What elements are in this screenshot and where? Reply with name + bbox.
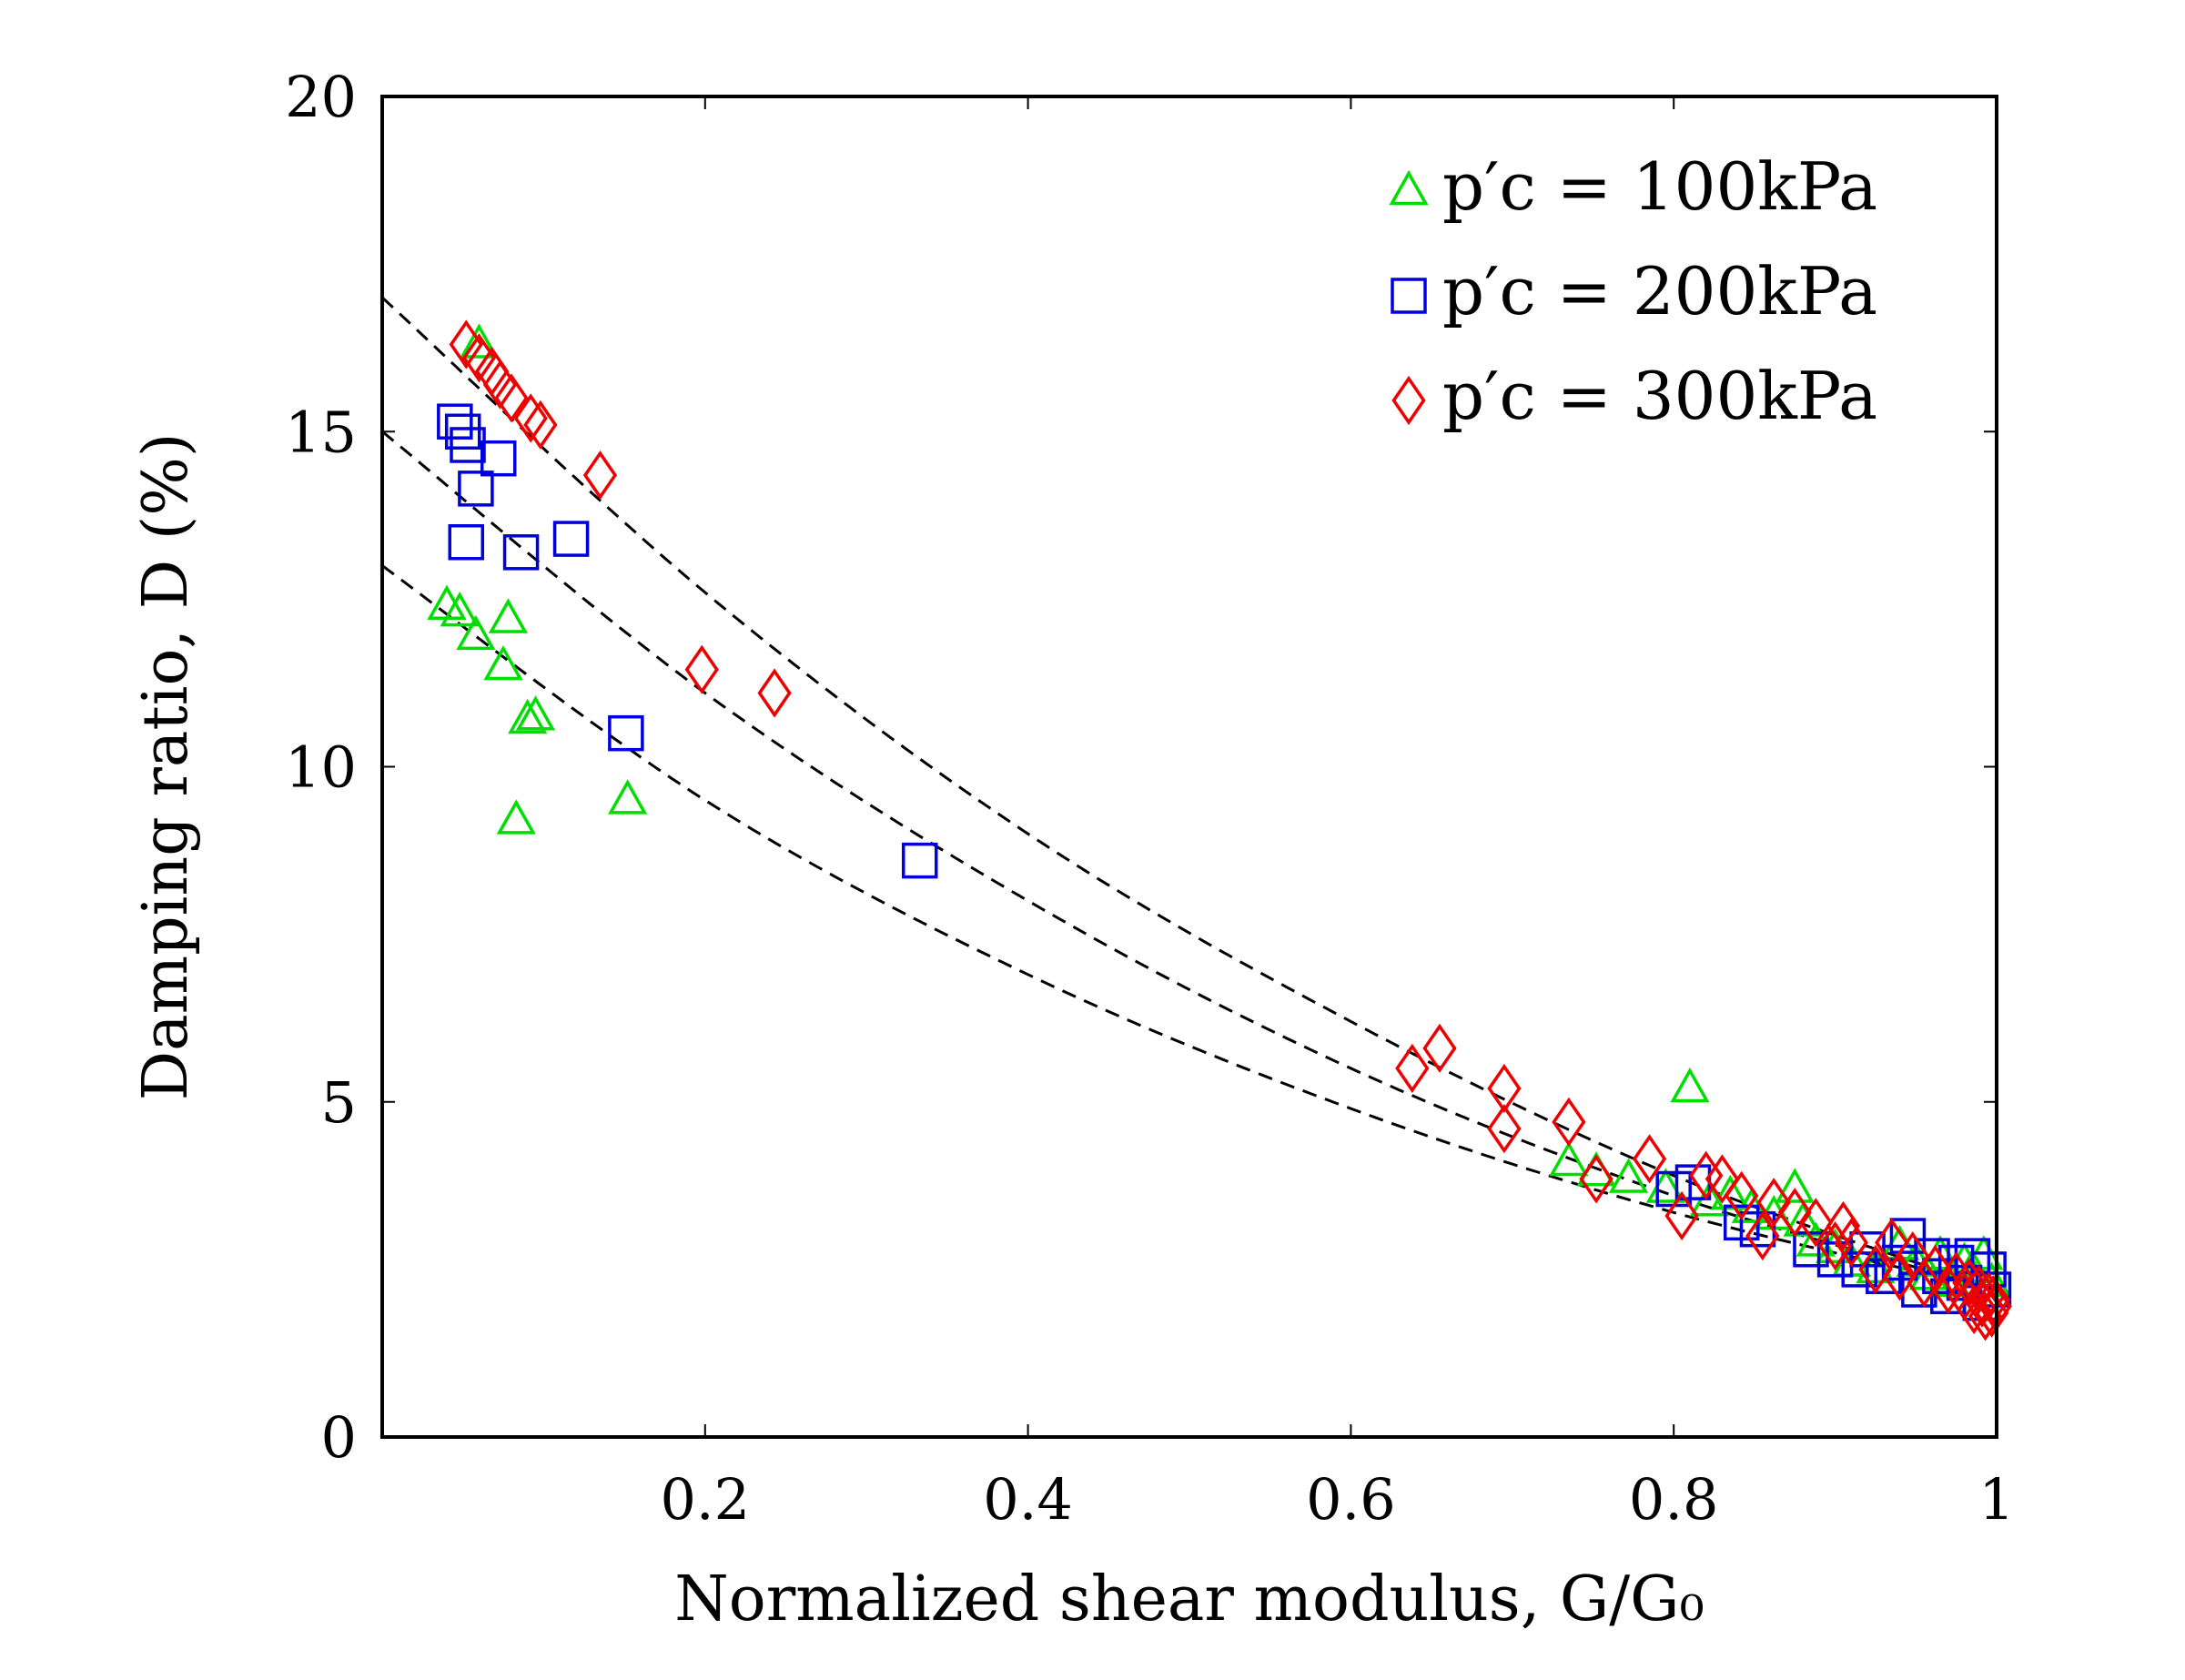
data-point-200kpa — [608, 714, 644, 752]
x-tick-label: 0.2 — [660, 1466, 750, 1533]
series-300kpa — [449, 319, 2012, 1341]
data-point-200kpa — [437, 403, 473, 440]
data-point-300kpa — [1664, 1190, 1699, 1241]
data-point-200kpa — [444, 413, 481, 450]
y-tick-label: 0 — [321, 1404, 357, 1471]
legend-label-200kpa: p′c = 200kPa — [1442, 253, 1877, 329]
data-point-300kpa — [1939, 1251, 1974, 1301]
legend-label-300kpa: p′c = 300kPa — [1442, 358, 1877, 434]
legend-marker-100kpa — [1389, 169, 1429, 206]
y-tick-label: 20 — [285, 64, 357, 130]
fit-300kPa-curve — [381, 296, 1998, 1291]
data-point-300kpa — [1395, 1043, 1430, 1094]
data-point-100kpa — [1783, 1201, 1823, 1237]
fit-200kPa-curve — [381, 430, 1998, 1291]
data-point-100kpa — [1710, 1174, 1750, 1210]
data-point-300kpa — [494, 373, 529, 423]
fit-curves-layer — [381, 296, 1998, 1291]
x-tick-label: 0.4 — [983, 1466, 1073, 1533]
data-point-100kpa — [515, 695, 556, 731]
data-point-300kpa — [461, 333, 497, 383]
data-point-300kpa — [1798, 1198, 1833, 1248]
data-point-100kpa — [496, 799, 536, 835]
series-200kpa — [437, 403, 2012, 1321]
y-axis-title: Damping ratio, D (%) — [130, 433, 202, 1101]
y-tick-label: 10 — [285, 734, 357, 801]
data-point-100kpa — [508, 698, 548, 734]
legend: p′c = 100kPa p′c = 200kPa p′c = 300kPa — [1389, 148, 1877, 434]
legend-label-100kpa: p′c = 100kPa — [1442, 148, 1877, 225]
data-point-300kpa — [1705, 1154, 1740, 1204]
data-point-200kpa — [448, 524, 484, 561]
data-point-300kpa — [1826, 1200, 1861, 1251]
data-point-300kpa — [1777, 1188, 1812, 1238]
data-point-300kpa — [1552, 1097, 1586, 1147]
data-point-200kpa — [450, 427, 486, 463]
data-point-300kpa — [1487, 1104, 1522, 1154]
data-point-200kpa — [502, 534, 540, 571]
data-point-100kpa — [1775, 1168, 1815, 1203]
data-point-300kpa — [582, 450, 618, 501]
data-point-200kpa — [458, 471, 494, 507]
data-points-layer — [427, 319, 2012, 1341]
data-point-300kpa — [1725, 1170, 1759, 1220]
data-point-200kpa — [1793, 1231, 1829, 1268]
data-point-300kpa — [1632, 1134, 1667, 1184]
x-tick-label: 0.8 — [1629, 1466, 1719, 1533]
data-point-300kpa — [449, 319, 483, 369]
fit-100kPa-curve — [381, 564, 1998, 1291]
data-point-200kpa — [480, 440, 517, 477]
x-tick-label: 0.6 — [1306, 1466, 1396, 1533]
data-point-300kpa — [1745, 1210, 1780, 1261]
data-point-100kpa — [456, 614, 496, 651]
legend-marker-200kpa — [1391, 278, 1427, 314]
data-point-100kpa — [608, 779, 648, 815]
y-tick-label: 5 — [321, 1069, 357, 1136]
data-point-300kpa — [757, 668, 792, 718]
data-point-100kpa — [488, 598, 528, 633]
data-point-100kpa — [483, 644, 523, 681]
y-tick-label: 15 — [285, 399, 357, 465]
data-point-100kpa — [1608, 1158, 1649, 1193]
data-point-300kpa — [1422, 1023, 1457, 1073]
x-axis-title: Normalized shear modulus, G/G₀ — [674, 1564, 1705, 1635]
data-point-100kpa — [1670, 1067, 1710, 1103]
data-point-200kpa — [552, 521, 590, 557]
data-point-300kpa — [1976, 1274, 2011, 1325]
data-point-300kpa — [523, 400, 558, 450]
axis-ticks-layer — [382, 96, 1998, 1438]
data-point-100kpa — [459, 323, 500, 359]
data-point-300kpa — [1487, 1063, 1522, 1114]
series-100kpa — [427, 323, 2012, 1297]
x-tick-label: 1 — [1978, 1466, 2014, 1533]
data-point-300kpa — [513, 393, 548, 443]
data-point-300kpa — [1817, 1221, 1853, 1271]
data-point-300kpa — [1858, 1244, 1893, 1294]
data-point-100kpa — [1549, 1140, 1589, 1177]
data-point-300kpa — [1579, 1154, 1613, 1204]
data-point-300kpa — [1834, 1218, 1868, 1268]
data-point-200kpa — [901, 842, 938, 879]
data-point-300kpa — [1907, 1258, 1941, 1308]
data-point-100kpa — [440, 592, 480, 627]
data-point-300kpa — [1882, 1251, 1917, 1301]
data-point-200kpa — [1889, 1218, 1927, 1254]
data-point-300kpa — [1756, 1178, 1791, 1228]
data-point-300kpa — [684, 644, 719, 694]
legend-marker-300kpa — [1391, 375, 1426, 426]
